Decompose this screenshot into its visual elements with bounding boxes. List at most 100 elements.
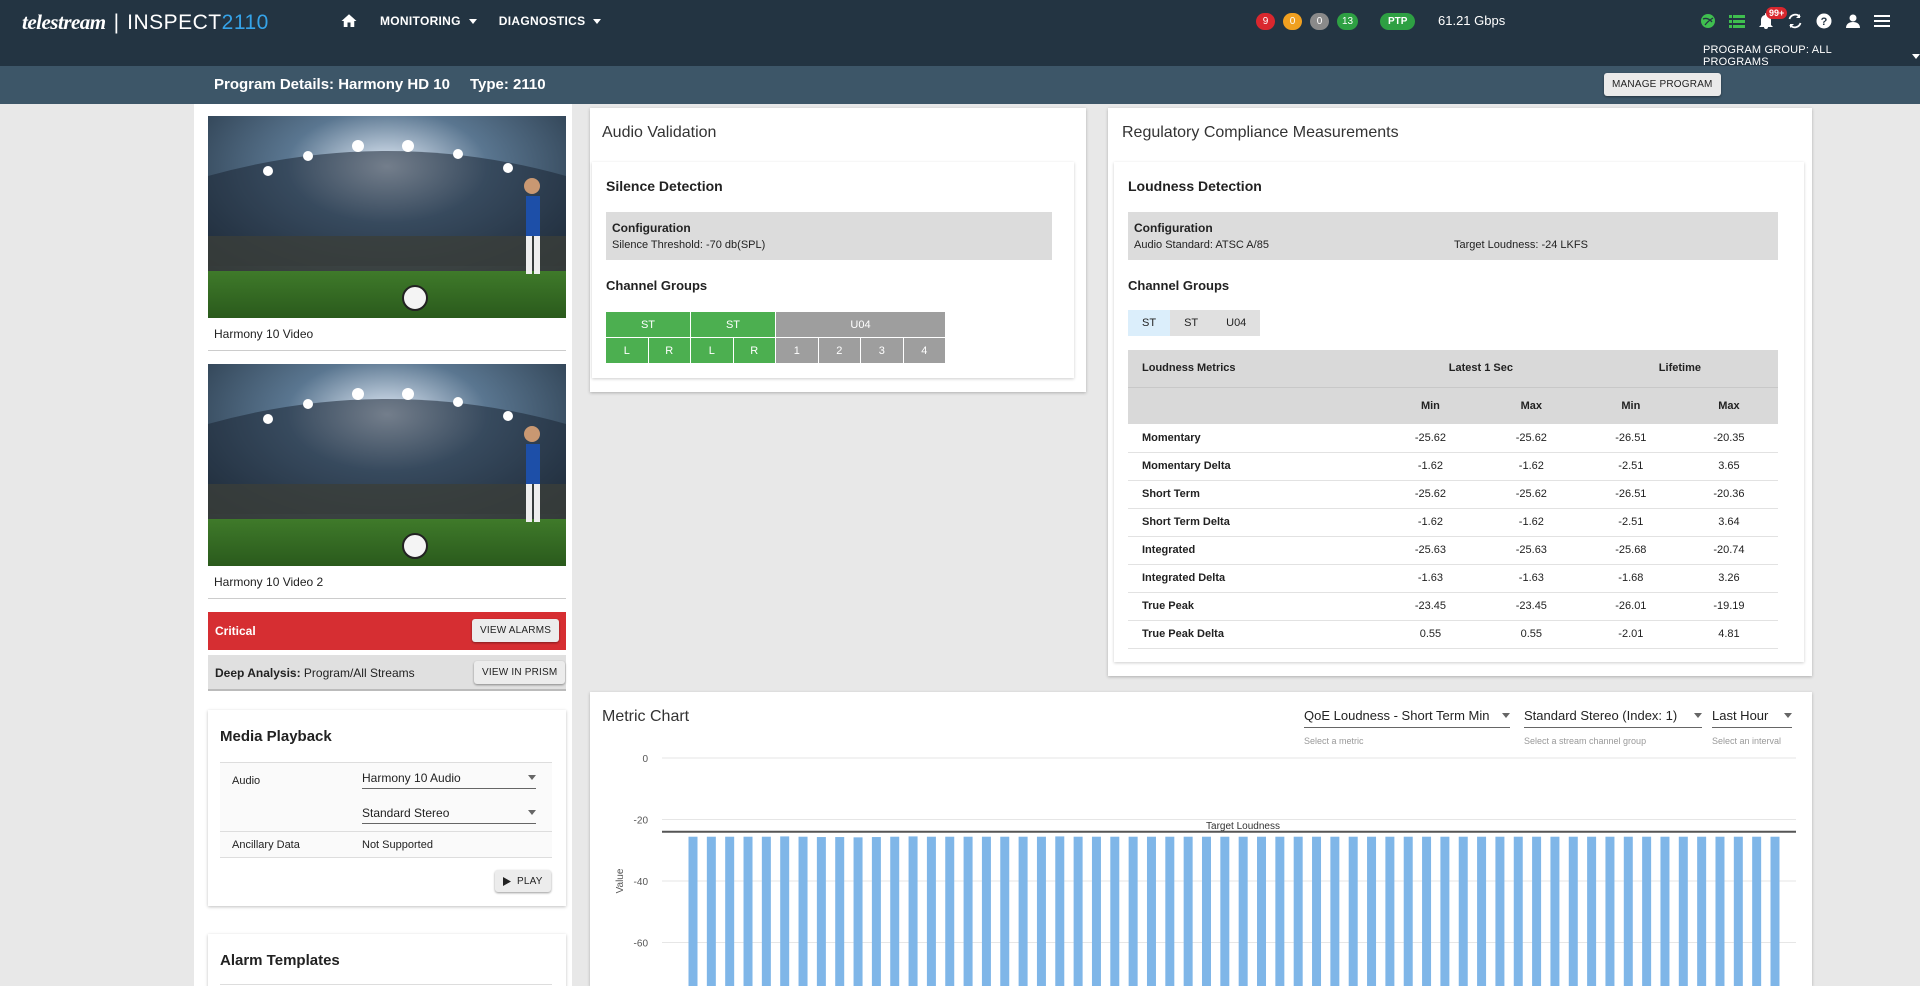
metric-value: -25.62 — [1380, 424, 1481, 453]
list-icon[interactable] — [1727, 11, 1747, 31]
help-icon[interactable]: ? — [1814, 11, 1834, 31]
chart-bar[interactable] — [1660, 836, 1670, 986]
chart-bar[interactable] — [1385, 836, 1395, 986]
chart-bar[interactable] — [1165, 836, 1175, 986]
diagnostics-menu[interactable]: DIAGNOSTICS — [499, 14, 602, 28]
alarm-count-badge[interactable]: 13 — [1337, 13, 1359, 30]
chart-bar[interactable] — [1513, 836, 1523, 986]
chart-bar[interactable] — [1587, 836, 1597, 986]
alarm-count-badge[interactable]: 0 — [1310, 13, 1329, 30]
chart-bar[interactable] — [963, 836, 973, 986]
chart-bar[interactable] — [1367, 836, 1377, 986]
chart-bar[interactable] — [1770, 836, 1780, 986]
chart-bar[interactable] — [1000, 836, 1010, 986]
chart-bar[interactable] — [1642, 836, 1652, 986]
chart-bar[interactable] — [1568, 836, 1578, 986]
chart-bar[interactable] — [706, 836, 716, 986]
play-button[interactable]: PLAY — [495, 870, 551, 892]
channel-group-select[interactable]: Standard Stereo — [362, 802, 536, 824]
app-logo[interactable]: telestream | INSPECT 2110 — [22, 10, 269, 34]
channel-group-select[interactable]: Standard Stereo (Index: 1) — [1524, 704, 1702, 728]
chart-bar[interactable] — [725, 836, 735, 986]
chart-bar[interactable] — [1495, 836, 1505, 986]
chart-bar[interactable] — [926, 836, 936, 986]
chart-bar[interactable] — [1293, 836, 1303, 986]
chart-bar[interactable] — [1257, 836, 1267, 986]
chart-bar[interactable] — [816, 837, 826, 986]
chart-bar[interactable] — [871, 837, 881, 986]
chart-bar[interactable] — [1532, 836, 1542, 986]
metric-select[interactable]: QoE Loudness - Short Term Min — [1304, 704, 1510, 728]
chart-bar[interactable] — [908, 836, 918, 986]
chart-bar[interactable] — [798, 836, 808, 986]
interval-select[interactable]: Last Hour — [1712, 704, 1792, 728]
chart-bar[interactable] — [688, 836, 698, 986]
chart-bar[interactable] — [1238, 836, 1248, 986]
tab-channel-group-1[interactable]: ST — [1128, 310, 1171, 336]
chart-bar[interactable] — [1275, 836, 1285, 986]
view-in-prism-button[interactable]: VIEW IN PRISM — [474, 661, 566, 684]
alarm-count-badge[interactable]: 9 — [1256, 13, 1275, 30]
chart-bar[interactable] — [1055, 836, 1065, 986]
chart-bar[interactable] — [1440, 836, 1450, 986]
chart-bar[interactable] — [1146, 836, 1156, 986]
channel-cell: L — [691, 338, 734, 364]
home-icon[interactable] — [340, 12, 358, 30]
channel-group-tabs: ST ST U04 — [1128, 310, 1261, 336]
chart-bar[interactable] — [835, 837, 845, 986]
chart-bar[interactable] — [1477, 836, 1487, 986]
chart-bar[interactable] — [945, 836, 955, 986]
chart-bar[interactable] — [1110, 836, 1120, 986]
chart-bar[interactable] — [1312, 836, 1322, 986]
chart-bar[interactable] — [1018, 836, 1028, 986]
manage-program-button[interactable]: MANAGE PROGRAM — [1604, 73, 1721, 96]
chart-bar[interactable] — [1697, 836, 1707, 986]
refresh-icon[interactable] — [1785, 11, 1805, 31]
chart-bar[interactable] — [1422, 836, 1432, 986]
chart-bar[interactable] — [1036, 836, 1046, 986]
chart-bar[interactable] — [1678, 836, 1688, 986]
chart-bar[interactable] — [1201, 836, 1211, 986]
video-caption: Harmony 10 Video — [214, 327, 314, 341]
tab-channel-group-2[interactable]: ST — [1170, 310, 1213, 336]
chart-bar[interactable] — [761, 836, 771, 986]
program-group-select[interactable]: PROGRAM GROUP: ALL PROGRAMS — [1703, 44, 1920, 68]
metric-value: -1.63 — [1380, 564, 1481, 593]
chart-bar[interactable] — [1715, 836, 1725, 986]
alarm-count-badge[interactable]: 0 — [1283, 13, 1302, 30]
chart-bar[interactable] — [1458, 836, 1468, 986]
chart-bar[interactable] — [890, 836, 900, 986]
chart-bar[interactable] — [1091, 836, 1101, 986]
chart-bar[interactable] — [981, 836, 991, 986]
chart-bar[interactable] — [1330, 836, 1340, 986]
video-thumbnail-2[interactable]: Harmony 10 Video 2 — [208, 364, 566, 599]
chart-bar[interactable] — [1128, 836, 1138, 986]
chart-bar[interactable] — [1348, 836, 1358, 986]
chart-bar[interactable] — [1733, 836, 1743, 986]
chart-bar[interactable] — [1073, 836, 1083, 986]
globe-icon[interactable] — [1698, 11, 1718, 31]
table-row: Integrated Delta -1.63 -1.63 -1.68 3.26 — [1128, 564, 1778, 593]
video-thumbnail-1[interactable]: Harmony 10 Video — [208, 116, 566, 351]
monitoring-menu[interactable]: MONITORING — [380, 14, 477, 28]
chart-bar[interactable] — [1550, 836, 1560, 986]
user-icon[interactable] — [1843, 11, 1863, 31]
ptp-badge[interactable]: PTP — [1380, 13, 1416, 30]
alarm-status-counts: 9 0 0 13 — [1256, 13, 1366, 30]
hamburger-menu-icon[interactable] — [1872, 11, 1892, 31]
tab-channel-group-3[interactable]: U04 — [1212, 310, 1261, 336]
view-alarms-button[interactable]: VIEW ALARMS — [472, 619, 560, 642]
audio-select[interactable]: Harmony 10 Audio — [362, 767, 536, 789]
bell-icon[interactable]: 99+ — [1756, 7, 1788, 31]
chart-bar[interactable] — [1220, 836, 1230, 986]
chart-bar[interactable] — [1605, 836, 1615, 986]
chart-bar[interactable] — [780, 836, 790, 986]
chart-bar[interactable] — [1752, 836, 1762, 986]
chart-bar[interactable] — [1183, 836, 1193, 986]
chart-bar[interactable] — [743, 836, 753, 986]
chart-bar[interactable] — [1623, 836, 1633, 986]
product-version: 2110 — [221, 10, 269, 34]
chart-bar[interactable] — [853, 837, 863, 986]
metric-value: 3.64 — [1679, 508, 1778, 537]
chart-bar[interactable] — [1403, 836, 1413, 986]
